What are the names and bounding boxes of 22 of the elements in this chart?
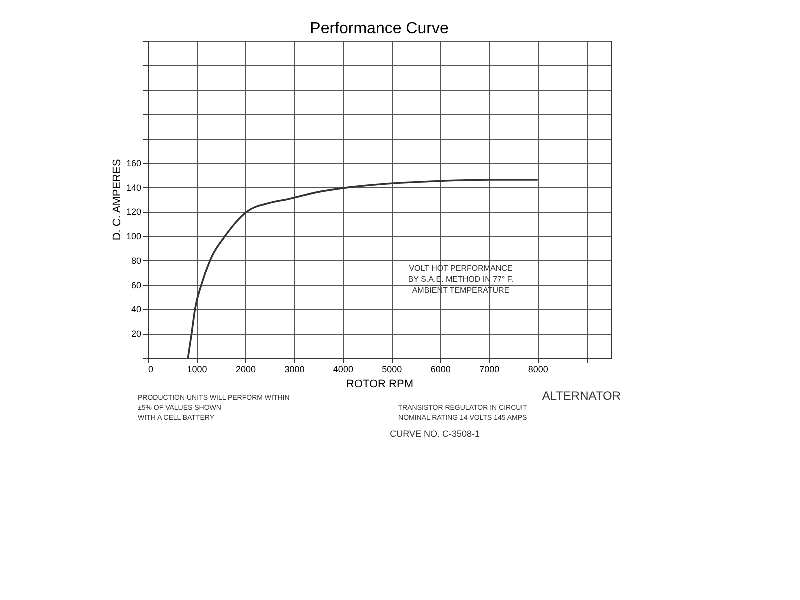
chart-title: Performance Curve [310, 20, 449, 38]
y-tick-label: 100 [126, 232, 142, 242]
x-tick-label: 7000 [480, 364, 500, 374]
x-tick-label: 0 [148, 364, 154, 374]
text: ALTERNATOR [542, 389, 622, 403]
y-tick-label: 40 [131, 304, 142, 315]
x-tick-label: 5000 [382, 364, 402, 374]
x-tick-label: 4000 [333, 364, 354, 374]
y-tick-label: 20 [131, 329, 142, 340]
y-tick-label: 120 [126, 207, 142, 218]
y-tick-label: 160 [126, 158, 142, 168]
x-tick-label: 3000 [284, 364, 305, 374]
y-tick-label: 80 [131, 256, 142, 266]
text: CURVE NO. C-3508-1 [390, 429, 480, 439]
y-tick-label: 60 [131, 280, 142, 290]
y-axis-title: D. C. AMPERES [111, 159, 124, 241]
x-tick-label: 6000 [430, 364, 451, 374]
y-tick-label: 140 [126, 182, 142, 193]
x-tick-label: 8000 [528, 364, 548, 374]
x-tick-label: 2000 [236, 364, 256, 374]
x-axis-title: ROTOR RPM [346, 378, 414, 390]
x-tick-label: 1000 [187, 364, 208, 374]
